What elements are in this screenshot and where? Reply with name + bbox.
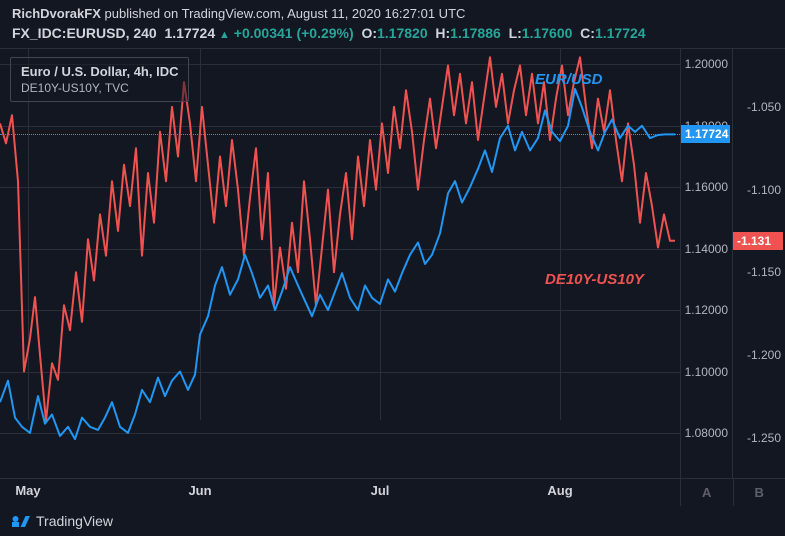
- high-value: 1.17886: [450, 25, 501, 41]
- y-axis-label: -1.150: [747, 265, 781, 279]
- plot-area[interactable]: EUR/USD DE10Y-US10Y: [0, 49, 680, 478]
- footer-brand[interactable]: TradingView: [0, 506, 785, 536]
- y-axis-label: 1.08000: [685, 426, 728, 440]
- series-eurusd: [0, 89, 675, 439]
- y-axis-label: -1.050: [747, 100, 781, 114]
- series-spread: [0, 57, 675, 421]
- x-axis-label: May: [15, 483, 40, 498]
- up-arrow-icon: ▲: [219, 29, 230, 41]
- y-axis-label: -1.250: [747, 431, 781, 445]
- price-change: +0.00341 (+0.29%): [234, 25, 354, 41]
- y-axis-label: 1.10000: [685, 365, 728, 379]
- y-axis-label: 1.14000: [685, 242, 728, 256]
- chart-svg: [0, 49, 680, 479]
- legend-box[interactable]: Euro / U.S. Dollar, 4h, IDC DE10Y-US10Y,…: [10, 57, 189, 102]
- site-name: TradingView.com: [182, 6, 281, 21]
- x-axis-label: Jun: [188, 483, 211, 498]
- y-axis-label: 1.16000: [685, 180, 728, 194]
- header-ticker-line: FX_IDC:EURUSD, 240 1.17724 ▲ +0.00341 (+…: [12, 25, 773, 41]
- symbol-code: FX_IDC:EURUSD: [12, 25, 126, 41]
- chart-container: Euro / U.S. Dollar, 4h, IDC DE10Y-US10Y,…: [0, 48, 785, 536]
- interval-text: , 240: [126, 25, 157, 41]
- last-price: 1.17724: [165, 25, 216, 41]
- legend-secondary: DE10Y-US10Y, TVC: [21, 81, 178, 95]
- header-attribution: RichDvorakFX published on TradingView.co…: [12, 6, 773, 21]
- author-name: RichDvorakFX: [12, 6, 101, 21]
- y-axis-label: 1.20000: [685, 57, 728, 71]
- x-axis-label: Aug: [547, 483, 572, 498]
- price-axis-left-scale[interactable]: 1.080001.100001.120001.140001.160001.180…: [680, 49, 732, 478]
- open-value: 1.17820: [377, 25, 428, 41]
- close-value: 1.17724: [595, 25, 646, 41]
- tradingview-logo-icon: [12, 514, 30, 528]
- y-axis-label: -1.100: [747, 183, 781, 197]
- price-axis-right-scale[interactable]: -1.050 -1.100 -1.150 -1.200 -1.250 -1.131: [732, 49, 785, 478]
- pane-button-b[interactable]: B: [733, 479, 785, 506]
- series-label-eurusd: EUR/USD: [535, 71, 603, 88]
- chart-header: RichDvorakFX published on TradingView.co…: [0, 0, 785, 43]
- legend-primary: Euro / U.S. Dollar, 4h, IDC: [21, 64, 178, 79]
- footer-brand-text: TradingView: [36, 513, 113, 529]
- series-label-spread: DE10Y-US10Y: [545, 271, 644, 288]
- last-price-line: [0, 134, 680, 135]
- price-flag-eurusd: 1.17724: [681, 125, 730, 143]
- time-axis[interactable]: May Jun Jul Aug: [0, 478, 680, 506]
- pane-button-a[interactable]: A: [680, 479, 733, 506]
- x-axis-label: Jul: [371, 483, 390, 498]
- pane-buttons: A B: [680, 478, 785, 506]
- publish-timestamp: , August 11, 2020 16:27:01 UTC: [281, 6, 466, 21]
- price-flag-spread: -1.131: [733, 232, 783, 250]
- y-axis-label: -1.200: [747, 348, 781, 362]
- y-axis-label: 1.12000: [685, 303, 728, 317]
- low-value: 1.17600: [522, 25, 573, 41]
